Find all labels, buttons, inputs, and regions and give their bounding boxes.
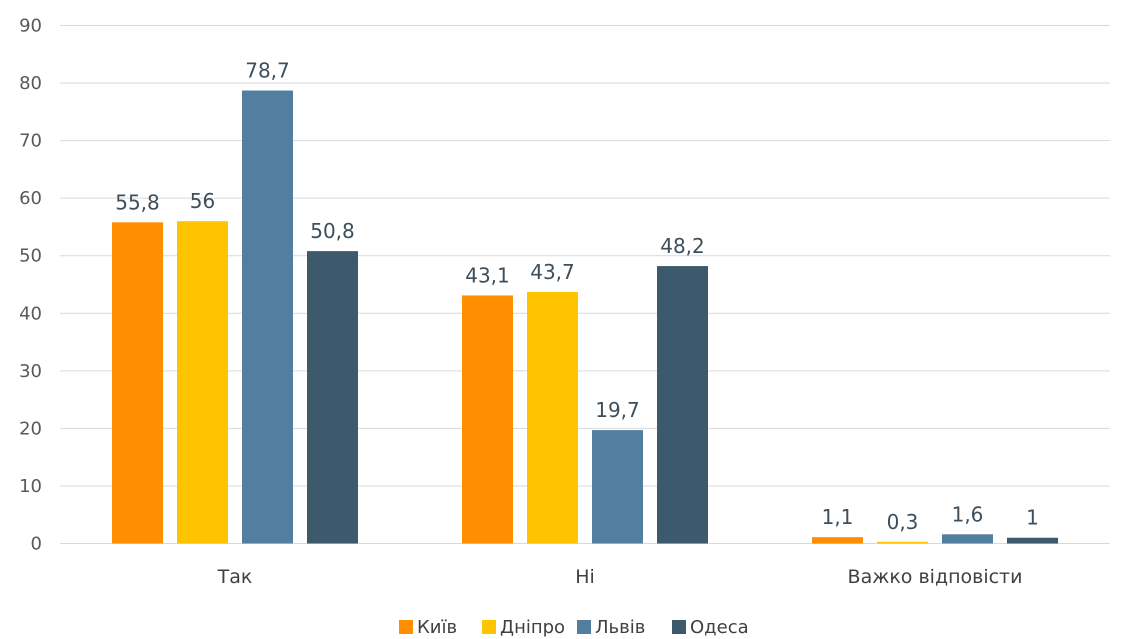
- bar: [307, 251, 358, 544]
- data-label: 55,8: [115, 190, 160, 214]
- legend-label: Дніпро: [500, 617, 565, 638]
- category-label: Так: [217, 566, 253, 588]
- data-label: 1,1: [822, 505, 854, 529]
- data-label: 19,7: [595, 398, 640, 422]
- bar: [1007, 537, 1058, 544]
- data-label: 1,6: [952, 502, 984, 526]
- y-tick-label: 80: [19, 73, 42, 94]
- y-tick-label: 0: [31, 534, 42, 555]
- data-label: 1: [1026, 506, 1039, 530]
- y-tick-label: 30: [19, 361, 42, 382]
- data-label: 48,2: [660, 234, 705, 258]
- data-label: 56: [190, 189, 215, 213]
- bar: [877, 541, 928, 544]
- legend-swatch: [482, 620, 496, 634]
- data-labels: 55,8 56 78,7 50,8 43,1 43,7 19,7 48,2 1,1 0,3 1,6 1: [115, 59, 1039, 534]
- data-label: 43,7: [530, 260, 575, 284]
- bar: [942, 534, 993, 544]
- data-label: 0,3: [887, 510, 919, 534]
- data-label: 78,7: [245, 59, 290, 83]
- bar: [462, 295, 513, 544]
- legend: Київ Дніпро Львів Одеса: [399, 617, 749, 638]
- gridlines: [60, 25, 1110, 544]
- y-tick-label: 50: [19, 246, 42, 267]
- legend-swatch: [577, 620, 591, 634]
- bar: [592, 430, 643, 544]
- y-tick-label: 40: [19, 303, 42, 324]
- bar: [177, 221, 228, 544]
- legend-label: Київ: [417, 617, 457, 638]
- category-labels: Так Ні Важко відповісти: [217, 566, 1023, 588]
- data-label: 43,1: [465, 263, 510, 287]
- y-tick-label: 20: [19, 418, 42, 439]
- bar: [242, 90, 293, 544]
- legend-label: Львів: [595, 617, 645, 638]
- bar: [657, 266, 708, 544]
- y-axis-ticks: 0 10 20 30 40 50 60 70 80 90: [19, 16, 42, 555]
- bars: [112, 90, 1058, 544]
- legend-swatch: [399, 620, 413, 634]
- bar: [112, 222, 163, 544]
- y-tick-label: 90: [19, 16, 42, 37]
- y-tick-label: 60: [19, 188, 42, 209]
- bar: [812, 537, 863, 544]
- category-label: Важко відповісти: [848, 566, 1023, 588]
- bar: [527, 291, 578, 544]
- legend-swatch: [672, 620, 686, 634]
- y-tick-label: 10: [19, 476, 42, 497]
- y-tick-label: 70: [19, 131, 42, 152]
- data-label: 50,8: [310, 219, 355, 243]
- legend-label: Одеса: [690, 617, 749, 638]
- category-label: Ні: [575, 566, 595, 588]
